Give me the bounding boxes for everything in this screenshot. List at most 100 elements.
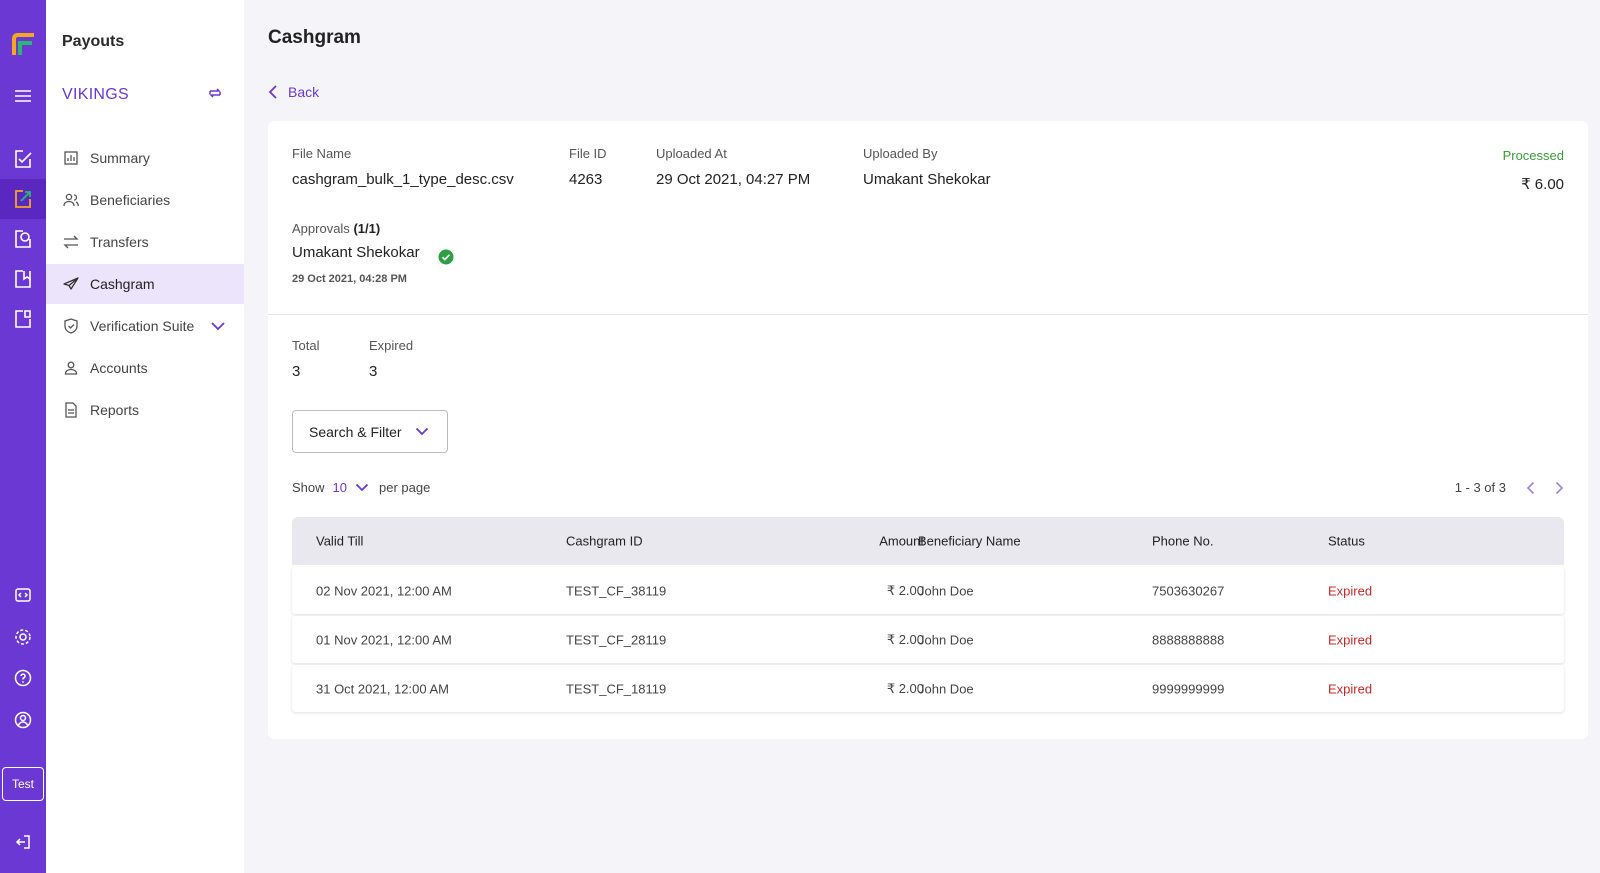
- per-page-selector: Show 10 per page: [292, 480, 430, 495]
- sidebar-item-label: Reports: [90, 402, 140, 418]
- approvals-count: (1/1): [353, 221, 381, 236]
- file-id-label: File ID: [569, 146, 607, 161]
- sidebar-item-label: Cashgram: [90, 276, 155, 292]
- file-name-label: File Name: [292, 146, 352, 161]
- back-label: Back: [288, 84, 320, 100]
- gear-icon[interactable]: [0, 617, 46, 657]
- back-link[interactable]: Back: [268, 84, 319, 100]
- check-circle-icon: [438, 249, 454, 270]
- page-title: Cashgram: [268, 27, 361, 48]
- file-total-amount: ₹ 6.00: [1521, 176, 1564, 193]
- chevron-right-icon: [1555, 481, 1564, 494]
- logout-icon[interactable]: [0, 822, 46, 862]
- pagination: 1 - 3 of 3: [1455, 480, 1564, 495]
- sidebar-item-reports[interactable]: Reports: [46, 390, 244, 430]
- chevron-down-icon[interactable]: [210, 318, 226, 334]
- doc-icon[interactable]: [0, 259, 46, 299]
- chart-icon: [62, 149, 80, 167]
- cell-amount: ₹ 2.00: [886, 680, 924, 696]
- shield-check-icon: [62, 317, 80, 335]
- test-mode-badge[interactable]: Test: [2, 767, 44, 801]
- sidebar-item-summary[interactable]: Summary: [46, 138, 244, 178]
- sidebar-item-cashgram[interactable]: Cashgram: [46, 264, 244, 304]
- org-name[interactable]: VIKINGS: [62, 86, 130, 103]
- approver-name: Umakant Shekokar: [292, 244, 420, 261]
- switch-org-icon[interactable]: [208, 86, 222, 105]
- payouts-icon[interactable]: [0, 179, 46, 219]
- search-filter-label: Search & Filter: [309, 423, 402, 440]
- col-amount[interactable]: Amount: [879, 533, 924, 549]
- cell-amount: ₹ 2.00: [886, 582, 924, 598]
- uploaded-by-value: Umakant Shekokar: [863, 171, 991, 188]
- sidebar-item-label: Transfers: [90, 234, 149, 250]
- chevron-left-icon: [1526, 481, 1535, 494]
- uploaded-at-value: 29 Oct 2021, 04:27 PM: [656, 171, 811, 188]
- approved-at: 29 Oct 2021, 04:28 PM: [292, 273, 407, 285]
- cell-beneficiary-name: John Doe: [918, 583, 974, 598]
- sidebar-item-label: Verification Suite: [90, 318, 195, 334]
- divider: [268, 314, 1588, 315]
- menu-icon[interactable]: [0, 76, 46, 116]
- col-status[interactable]: Status: [1328, 533, 1365, 549]
- sidebar-item-beneficiaries[interactable]: Beneficiaries: [46, 180, 244, 220]
- users-icon: [62, 191, 80, 209]
- total-label: Total: [292, 338, 320, 353]
- col-valid-till[interactable]: Valid Till: [316, 533, 364, 549]
- send-icon: [62, 275, 80, 293]
- table-row[interactable]: 02 Nov 2021, 12:00 AM TEST_CF_38119 ₹ 2.…: [292, 567, 1564, 614]
- report-icon: [62, 401, 80, 419]
- cell-valid-till: 02 Nov 2021, 12:00 AM: [316, 583, 452, 598]
- show-prefix: Show: [292, 480, 325, 495]
- side-navigation: Payouts VIKINGS Summary Beneficiaries Tr…: [46, 0, 244, 873]
- transfer-icon: [62, 233, 80, 251]
- file-name-value: cashgram_bulk_1_type_desc.csv: [292, 171, 514, 188]
- sidebar-item-verification-suite[interactable]: Verification Suite: [46, 306, 244, 346]
- sidebar-item-label: Summary: [90, 150, 150, 166]
- cell-cashgram-id: TEST_CF_28119: [566, 632, 667, 647]
- table-row[interactable]: 01 Nov 2021, 12:00 AM TEST_CF_28119 ₹ 2.…: [292, 616, 1564, 663]
- col-cashgram-id[interactable]: Cashgram ID: [566, 533, 643, 549]
- cell-beneficiary-name: John Doe: [918, 681, 974, 696]
- per-page-value[interactable]: 10: [332, 480, 347, 495]
- approvals-label: Approvals (1/1): [292, 221, 380, 236]
- prev-page-button[interactable]: [1526, 481, 1535, 495]
- file-id-value: 4263: [569, 171, 603, 188]
- cell-valid-till: 31 Oct 2021, 12:00 AM: [316, 681, 449, 696]
- app-rail: Test: [0, 0, 46, 873]
- chevron-down-icon: [415, 427, 429, 436]
- logo-icon[interactable]: [0, 24, 46, 64]
- user-circle-icon[interactable]: [0, 700, 46, 740]
- cell-status: Expired: [1328, 681, 1373, 696]
- uploaded-by-label: Uploaded By: [863, 146, 938, 161]
- chevron-down-icon[interactable]: [355, 483, 369, 492]
- file-status-badge: Processed: [1502, 148, 1564, 163]
- edit-check-icon[interactable]: [0, 139, 46, 179]
- sidebar-item-label: Beneficiaries: [90, 192, 171, 208]
- cell-beneficiary-name: John Doe: [918, 632, 974, 647]
- refresh-doc-icon[interactable]: [0, 219, 46, 259]
- table-row[interactable]: 31 Oct 2021, 12:00 AM TEST_CF_18119 ₹ 2.…: [292, 665, 1564, 712]
- main-content: Cashgram Back File Name cashgram_bulk_1_…: [244, 0, 1600, 873]
- uploaded-at-label: Uploaded At: [656, 146, 727, 161]
- cell-phone: 8888888888: [1152, 632, 1225, 647]
- code-icon[interactable]: [0, 575, 46, 615]
- cashgram-table: Valid Till Cashgram ID Amount Beneficiar…: [292, 517, 1564, 712]
- doc-flag-icon[interactable]: [0, 299, 46, 339]
- user-icon: [62, 359, 80, 377]
- sidebar-item-label: Accounts: [90, 360, 148, 376]
- cell-phone: 9999999999: [1152, 681, 1225, 696]
- total-count: 3: [292, 363, 301, 380]
- pagination-range: 1 - 3 of 3: [1454, 480, 1506, 495]
- col-beneficiary-name[interactable]: Beneficiary Name: [918, 533, 1021, 549]
- next-page-button[interactable]: [1555, 481, 1564, 495]
- help-icon[interactable]: [0, 658, 46, 698]
- expired-label: Expired: [369, 338, 414, 353]
- col-phone[interactable]: Phone No.: [1152, 533, 1214, 549]
- search-filter-button[interactable]: Search & Filter: [292, 410, 448, 453]
- app-title: Payouts: [62, 33, 125, 50]
- cell-valid-till: 01 Nov 2021, 12:00 AM: [316, 632, 452, 647]
- cell-amount: ₹ 2.00: [886, 631, 924, 647]
- sidebar-item-transfers[interactable]: Transfers: [46, 222, 244, 262]
- sidebar-item-accounts[interactable]: Accounts: [46, 348, 244, 388]
- cell-status: Expired: [1328, 583, 1373, 598]
